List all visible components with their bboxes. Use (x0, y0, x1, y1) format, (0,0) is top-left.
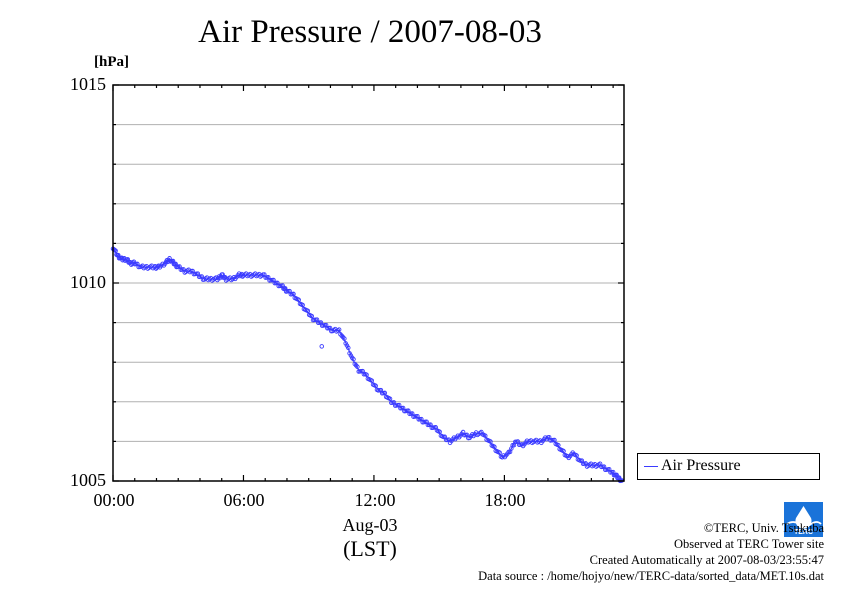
y-axis-unit: [hPa] (94, 54, 129, 70)
observed-text: Observed at TERC Tower site (673, 537, 824, 551)
axis-ticks (112, 84, 624, 482)
x-tick-label: 12:00 (354, 490, 396, 510)
copyright-text: ©TERC, Univ. Tsukuba (703, 521, 824, 535)
y-tick-label: 1015 (70, 74, 106, 94)
x-tick-label: 06:00 (223, 490, 265, 510)
y-tick-label: 1010 (70, 272, 106, 292)
terc-logo-icon: TERC (784, 502, 823, 537)
data-point (319, 344, 325, 349)
chart-title: Air Pressure / 2007-08-03 (198, 14, 542, 50)
source-text: Data source : /home/hojyo/new/TERC-data/… (478, 569, 824, 583)
legend-swatch (644, 466, 658, 467)
y-tick-label: 1005 (70, 470, 106, 490)
credits: ©TERC, Univ. Tsukuba Observed at TERC To… (478, 520, 824, 584)
data-point (344, 343, 350, 348)
legend: Air Pressure (637, 453, 820, 480)
logo-text: TERC (794, 529, 813, 536)
x-axis-timezone: (LST) (343, 536, 397, 561)
grid-lines (113, 124, 624, 442)
series-line (112, 247, 623, 482)
x-tick-label: 00:00 (93, 490, 135, 510)
legend-label: Air Pressure (661, 457, 741, 474)
created-text: Created Automatically at 2007-08-03/23:5… (589, 553, 824, 567)
x-axis-date: Aug-03 (342, 515, 398, 535)
x-tick-label: 18:00 (484, 490, 526, 510)
data-points (110, 246, 625, 484)
